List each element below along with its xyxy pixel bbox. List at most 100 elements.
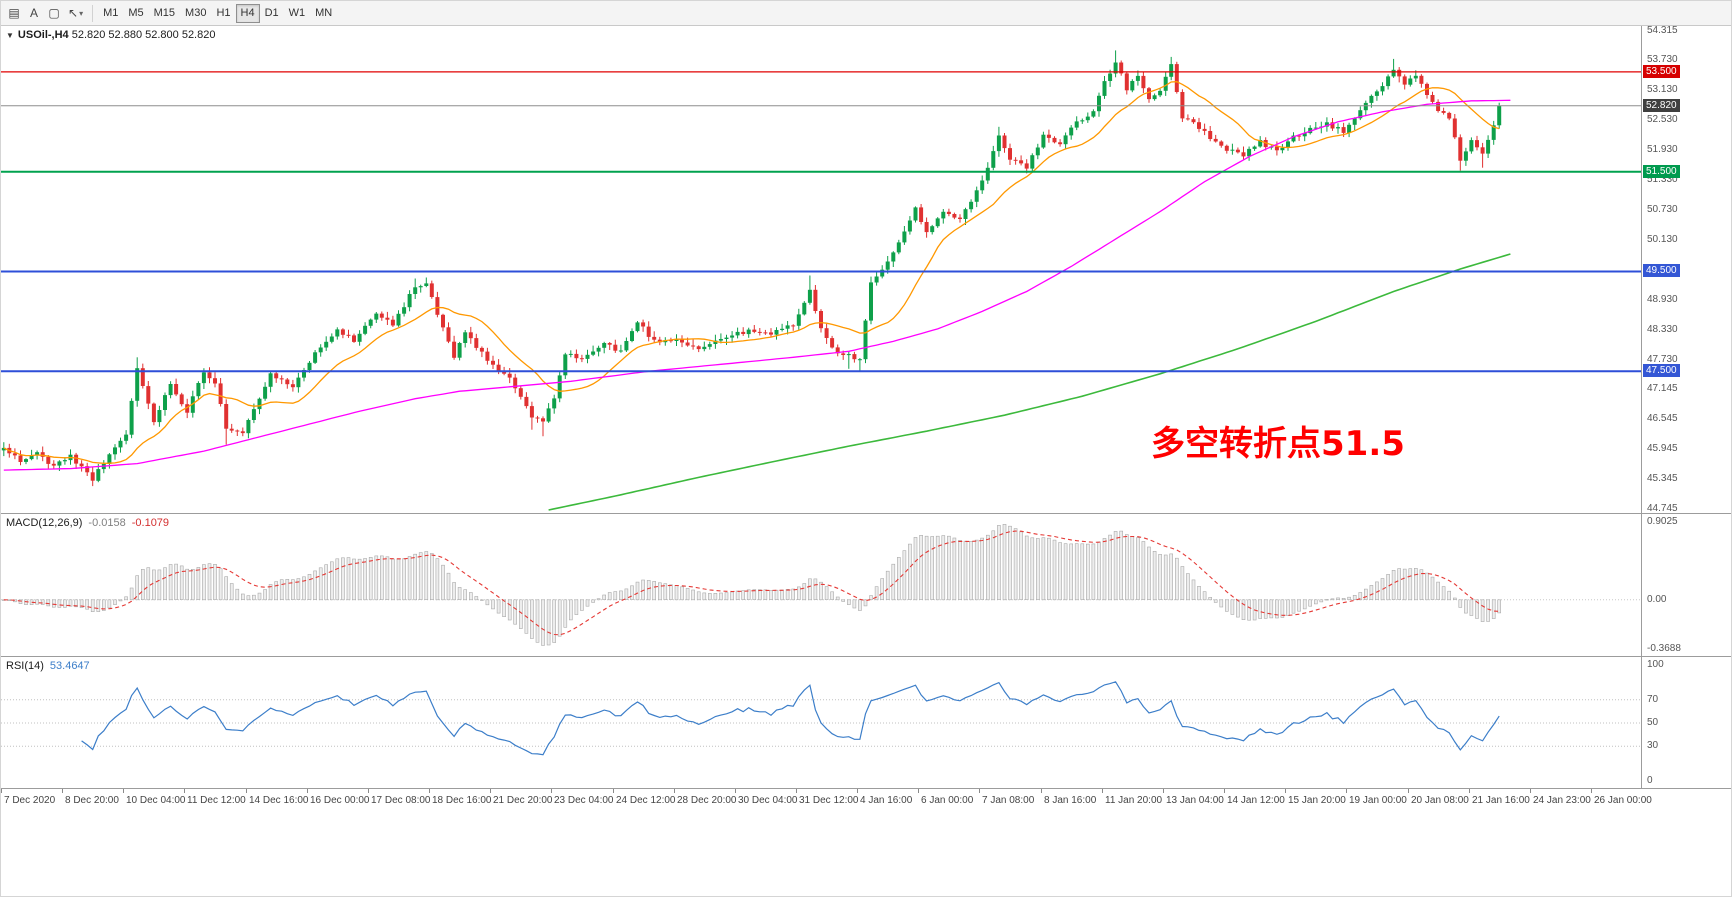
time-tick-mark xyxy=(490,789,491,793)
timeframe-group: M1 M5 M15 M30 H1 H4 D1 W1 MN xyxy=(98,3,337,23)
chart-annotation-text: 多空转折点51.5 xyxy=(1151,424,1405,464)
time-tick-mark xyxy=(429,789,430,793)
horizontal-lines xyxy=(1,71,1641,373)
time-tick-mark xyxy=(1469,789,1470,793)
time-tick-mark xyxy=(1224,789,1225,793)
price-tick: 48.330 xyxy=(1647,323,1678,335)
timeframe-button-h4[interactable]: H4 xyxy=(235,3,260,23)
price-tick: 44.745 xyxy=(1647,502,1678,514)
time-label: 14 Jan 12:00 xyxy=(1227,795,1285,806)
price-axis[interactable]: 54.315 53.730 53.130 52.530 51.930 51.330 50.7… xyxy=(1641,25,1731,514)
rsi-scale-label: 0 xyxy=(1647,775,1653,786)
time-label: 6 Jan 00:00 xyxy=(921,795,974,806)
time-label: 23 Dec 04:00 xyxy=(554,795,614,806)
time-tick-mark xyxy=(368,789,369,793)
rsi-canvas[interactable] xyxy=(1,657,1641,789)
time-label: 14 Dec 16:00 xyxy=(249,795,309,806)
time-label: 24 Jan 23:00 xyxy=(1533,795,1591,806)
rsi-title: RSI(14) 53.4647 xyxy=(6,660,90,672)
rsi-scale-label: 70 xyxy=(1647,693,1659,705)
time-tick-mark xyxy=(1346,789,1347,793)
cursor-tool-button[interactable]: ↖ ▾ xyxy=(68,6,84,20)
time-label: 8 Dec 20:00 xyxy=(65,795,119,806)
moving-averages xyxy=(3,81,1511,511)
timeframe-button-h1[interactable]: H1 xyxy=(216,7,231,19)
time-label: 21 Jan 16:00 xyxy=(1472,795,1530,806)
timeframe-button-m30[interactable]: M30 xyxy=(185,7,207,19)
time-tick-mark xyxy=(1285,789,1286,793)
time-tick-mark xyxy=(674,789,675,793)
time-axis[interactable]: 7 Dec 2020 8 Dec 20:00 10 Dec 04:00 11 Dec … xyxy=(1,788,1731,814)
macd-canvas[interactable] xyxy=(1,514,1641,657)
timeframe-button-d1[interactable]: D1 xyxy=(264,7,279,19)
macd-scale-label: -0.3688 xyxy=(1647,643,1681,654)
macd-main-value: -0.0158 xyxy=(88,517,126,529)
time-tick-mark xyxy=(735,789,736,793)
time-label: 31 Dec 12:00 xyxy=(799,795,859,806)
time-tick-mark xyxy=(918,789,919,793)
ohlc-values: 52.820 52.880 52.800 52.820 xyxy=(71,29,216,41)
time-label: 7 Dec 2020 xyxy=(4,795,56,806)
rsi-axis[interactable]: 100 70 50 30 0 xyxy=(1641,657,1731,788)
time-label: 26 Jan 00:00 xyxy=(1594,795,1652,806)
time-tick-mark xyxy=(307,789,308,793)
time-label: 13 Jan 04:00 xyxy=(1166,795,1224,806)
price-tick: 46.545 xyxy=(1647,412,1678,424)
price-tick: 48.930 xyxy=(1647,293,1678,305)
timeframe-button-m5[interactable]: M5 xyxy=(128,7,144,19)
text-box-tool-button[interactable]: ▢ xyxy=(48,6,60,20)
macd-axis[interactable]: 0.9025 0.00 -0.3688 xyxy=(1641,514,1731,656)
price-badge-49.500: 49.500 xyxy=(1643,264,1680,278)
price-tick: 50.130 xyxy=(1647,234,1678,246)
time-label: 8 Jan 16:00 xyxy=(1044,795,1097,806)
time-tick-mark xyxy=(1102,789,1103,793)
price-badge-52.820: 52.820 xyxy=(1643,98,1680,112)
price-tick: 50.730 xyxy=(1647,204,1678,216)
price-tick: 53.130 xyxy=(1647,84,1678,96)
price-badge-51.500: 51.500 xyxy=(1643,164,1680,178)
rsi-label: RSI(14) xyxy=(6,660,44,672)
time-label: 18 Dec 16:00 xyxy=(432,795,492,806)
price-tick: 54.315 xyxy=(1647,25,1678,37)
time-label: 24 Dec 12:00 xyxy=(616,795,676,806)
symbol-dropdown-icon[interactable]: ▼ xyxy=(6,31,14,40)
time-label: 28 Dec 20:00 xyxy=(677,795,737,806)
macd-scale-label: 0.9025 xyxy=(1647,516,1678,527)
time-label: 16 Dec 00:00 xyxy=(310,795,370,806)
price-chart-panel: ▼ USOil-,H4 52.820 52.880 52.800 52.820 多… xyxy=(1,25,1731,514)
font-tool-button[interactable]: A xyxy=(29,6,38,20)
price-tick: 52.530 xyxy=(1647,114,1678,126)
price-tick: 45.345 xyxy=(1647,472,1678,484)
time-tick-mark xyxy=(857,789,858,793)
macd-title: MACD(12,26,9) -0.0158 -0.1079 xyxy=(6,517,169,529)
timeframe-button-w1[interactable]: W1 xyxy=(288,7,306,19)
time-tick-mark xyxy=(979,789,980,793)
price-chart-canvas[interactable] xyxy=(1,26,1641,513)
time-label: 19 Jan 00:00 xyxy=(1349,795,1407,806)
symbol-period-label: USOil-,H4 xyxy=(17,29,69,41)
time-label: 21 Dec 20:00 xyxy=(493,795,553,806)
price-badge-53.500: 53.500 xyxy=(1643,64,1680,78)
timeframe-button-m1[interactable]: M1 xyxy=(103,7,119,19)
price-tick: 51.930 xyxy=(1647,144,1678,156)
price-tick: 51.330 xyxy=(1647,174,1678,186)
time-tick-mark xyxy=(246,789,247,793)
chart-list-icon[interactable]: ▤ xyxy=(8,6,20,20)
timeframe-button-m15[interactable]: M15 xyxy=(153,7,176,19)
rsi-value: 53.4647 xyxy=(49,660,90,672)
rsi-scale-label: 100 xyxy=(1647,659,1664,670)
time-tick-mark xyxy=(123,789,124,793)
price-badge-47.500: 47.500 xyxy=(1643,364,1680,378)
time-tick-mark xyxy=(62,789,63,793)
tools-group: ▤ A ▢ ↖ ▾ xyxy=(4,3,87,23)
time-tick-mark xyxy=(1163,789,1164,793)
macd-histogram xyxy=(1,524,1501,646)
time-label: 17 Dec 08:00 xyxy=(371,795,431,806)
chart-title: ▼ USOil-,H4 52.820 52.880 52.800 52.820 xyxy=(6,29,215,41)
price-tick: 47.730 xyxy=(1647,353,1678,365)
macd-scale-label: 0.00 xyxy=(1647,593,1667,605)
price-tick: 53.730 xyxy=(1647,54,1678,66)
timeframe-button-mn[interactable]: MN xyxy=(315,7,333,19)
time-tick-mark xyxy=(184,789,185,793)
time-tick-mark xyxy=(1041,789,1042,793)
